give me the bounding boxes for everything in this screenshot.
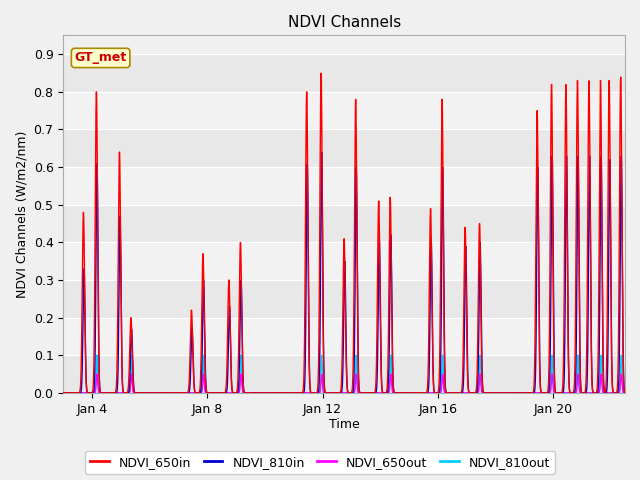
Text: GT_met: GT_met	[74, 51, 127, 64]
Bar	[63, 280, 625, 318]
X-axis label: Time: Time	[329, 419, 360, 432]
Bar	[63, 318, 625, 355]
Bar	[63, 92, 625, 130]
Legend: NDVI_650in, NDVI_810in, NDVI_650out, NDVI_810out: NDVI_650in, NDVI_810in, NDVI_650out, NDV…	[85, 451, 555, 474]
Bar	[63, 167, 625, 204]
Bar	[63, 54, 625, 92]
Bar	[63, 204, 625, 242]
Bar	[63, 242, 625, 280]
Bar	[63, 130, 625, 167]
Bar	[63, 355, 625, 393]
Title: NDVI Channels: NDVI Channels	[287, 15, 401, 30]
Y-axis label: NDVI Channels (W/m2/nm): NDVI Channels (W/m2/nm)	[15, 131, 28, 298]
